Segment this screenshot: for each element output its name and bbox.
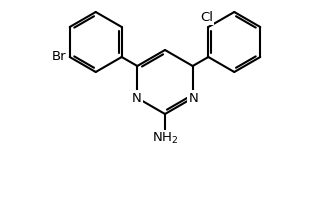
Text: NH$_2$: NH$_2$	[152, 131, 178, 146]
Text: N: N	[189, 92, 198, 105]
Text: Br: Br	[52, 50, 67, 64]
Text: Cl: Cl	[200, 11, 213, 24]
Text: N: N	[132, 92, 141, 104]
